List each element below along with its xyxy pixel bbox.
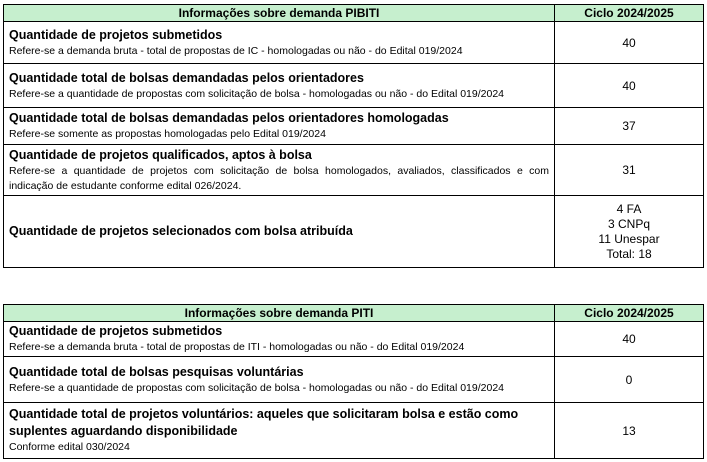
row-title: Quantidade de projetos qualificados, apt… bbox=[9, 147, 312, 162]
piti-table: Informações sobre demanda PITI Ciclo 202… bbox=[3, 304, 704, 459]
row-desc: Refere-se a demanda bruta - total de pro… bbox=[9, 44, 463, 57]
row-label: Quantidade total de projetos voluntários… bbox=[3, 402, 555, 459]
table-row: Quantidade total de bolsas demandadas pe… bbox=[3, 63, 704, 108]
row-label: Quantidade de projetos qualificados, apt… bbox=[3, 144, 555, 196]
table-row: Quantidade de projetos selecionados com … bbox=[3, 195, 704, 268]
value-fa: 4 FA bbox=[616, 201, 642, 216]
row-desc: Refere-se a quantidade de propostas com … bbox=[9, 381, 504, 394]
table-row: Quantidade de projetos submetidos Refere-… bbox=[3, 321, 704, 357]
row-value: 13 bbox=[554, 402, 704, 459]
header-info: Informações sobre demanda PITI bbox=[3, 304, 555, 322]
row-label: Quantidade total de bolsas demandadas pe… bbox=[3, 107, 555, 145]
row-desc: Refere-se a quantidade de propostas com … bbox=[9, 87, 504, 100]
table-row: Quantidade total de projetos voluntários… bbox=[3, 402, 704, 459]
row-value: 31 bbox=[554, 144, 704, 196]
row-title: Quantidade total de bolsas pesquisas vol… bbox=[9, 364, 304, 379]
row-value: 0 bbox=[554, 356, 704, 403]
table-header-row: Informações sobre demanda PIBITI Ciclo 2… bbox=[3, 4, 704, 22]
row-value: 37 bbox=[554, 107, 704, 145]
row-label: Quantidade total de bolsas demandadas pe… bbox=[3, 63, 555, 108]
row-desc: Refere-se somente as propostas homologad… bbox=[9, 128, 326, 140]
table-row: Quantidade total de bolsas pesquisas vol… bbox=[3, 356, 704, 403]
row-value: 40 bbox=[554, 21, 704, 64]
row-title: Quantidade de projetos submetidos bbox=[9, 27, 223, 42]
row-desc: Conforme edital 030/2024 bbox=[9, 441, 130, 453]
table-header-row: Informações sobre demanda PITI Ciclo 202… bbox=[3, 304, 704, 322]
value-unespar: 11 Unespar bbox=[598, 231, 660, 246]
row-title: Quantidade de projetos selecionados com … bbox=[9, 224, 353, 238]
row-value: 40 bbox=[554, 63, 704, 108]
row-title: Quantidade total de projetos voluntários… bbox=[9, 407, 519, 438]
table-row: Quantidade de projetos qualificados, apt… bbox=[3, 144, 704, 196]
row-label: Quantidade de projetos selecionados com … bbox=[3, 195, 555, 268]
value-total: Total: 18 bbox=[606, 246, 652, 261]
pibiti-table: Informações sobre demanda PIBITI Ciclo 2… bbox=[3, 4, 704, 268]
row-title: Quantidade de projetos submetidos bbox=[9, 324, 223, 338]
header-cycle: Ciclo 2024/2025 bbox=[554, 4, 704, 22]
row-label: Quantidade total de bolsas pesquisas vol… bbox=[3, 356, 555, 403]
header-info: Informações sobre demanda PIBITI bbox=[3, 4, 555, 22]
row-value: 40 bbox=[554, 321, 704, 357]
row-desc: Refere-se a quantidade de projetos com s… bbox=[9, 164, 549, 192]
row-value-list: 4 FA 3 CNPq 11 Unespar Total: 18 bbox=[554, 195, 704, 268]
row-title: Quantidade total de bolsas demandadas pe… bbox=[9, 111, 449, 125]
row-label: Quantidade de projetos submetidos Refere-… bbox=[3, 21, 555, 64]
row-label: Quantidade de projetos submetidos Refere-… bbox=[3, 321, 555, 357]
table-row: Quantidade de projetos submetidos Refere-… bbox=[3, 21, 704, 64]
row-title: Quantidade total de bolsas demandadas pe… bbox=[9, 70, 364, 85]
row-desc: Refere-se a demanda bruta - total de pro… bbox=[9, 341, 465, 353]
header-cycle: Ciclo 2024/2025 bbox=[554, 304, 704, 322]
table-row: Quantidade total de bolsas demandadas pe… bbox=[3, 107, 704, 145]
value-cnpq: 3 CNPq bbox=[607, 216, 651, 231]
